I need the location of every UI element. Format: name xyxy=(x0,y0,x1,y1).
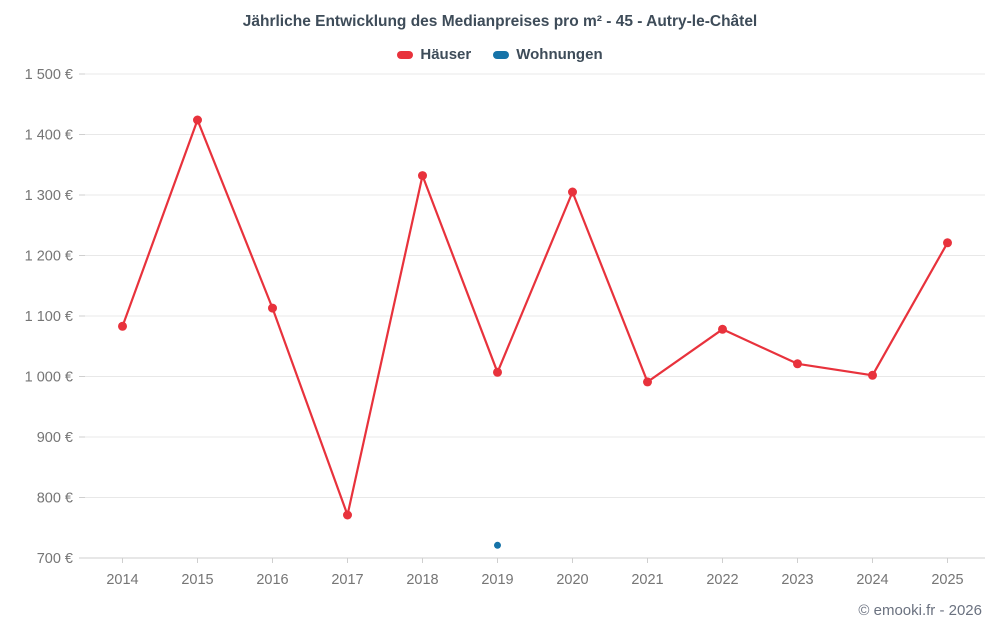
legend-label: Wohnungen xyxy=(516,46,603,63)
legend: Häuser Wohnungen xyxy=(0,46,1000,63)
x-axis-label: 2018 xyxy=(406,572,438,588)
y-axis-label: 900 € xyxy=(37,430,73,446)
data-point[interactable] xyxy=(193,115,202,125)
x-axis-label: 2017 xyxy=(331,572,363,588)
data-point[interactable] xyxy=(943,238,952,248)
x-axis-label: 2024 xyxy=(856,572,888,588)
series-line-0 xyxy=(121,118,949,517)
chart-title: Jährliche Entwicklung des Medianpreises … xyxy=(242,13,758,30)
data-point[interactable] xyxy=(118,321,127,331)
x-axis-label: 2020 xyxy=(556,572,588,588)
data-point[interactable] xyxy=(868,370,877,380)
x-axis-label: 2025 xyxy=(931,572,963,588)
legend-item-0[interactable]: Häuser xyxy=(397,46,471,63)
legend-swatch xyxy=(397,50,414,59)
data-point[interactable] xyxy=(643,377,652,387)
data-point[interactable] xyxy=(343,510,352,520)
x-axis-label: 2019 xyxy=(481,572,513,588)
x-axis-label: 2022 xyxy=(706,572,738,588)
x-axis-label: 2016 xyxy=(256,572,288,588)
data-point[interactable] xyxy=(418,171,427,181)
data-point[interactable] xyxy=(268,303,277,313)
data-point[interactable] xyxy=(718,324,727,334)
y-axis-label: 1 300 € xyxy=(25,188,73,204)
y-axis-label: 1 400 € xyxy=(25,128,73,144)
x-axis-label: 2014 xyxy=(106,572,138,588)
legend-swatch xyxy=(493,50,510,59)
footer-credit: © emooki.fr - 2026 xyxy=(858,602,982,619)
data-point[interactable] xyxy=(568,187,577,197)
x-axis-label: 2023 xyxy=(781,572,813,588)
legend-item-1[interactable]: Wohnungen xyxy=(493,46,603,63)
data-point[interactable] xyxy=(493,367,502,377)
data-point[interactable] xyxy=(793,359,802,369)
y-axis-label: 1 000 € xyxy=(25,370,73,386)
y-axis-label: 1 500 € xyxy=(25,67,73,83)
x-axis-label: 2021 xyxy=(631,572,663,588)
x-axis-label: 2015 xyxy=(181,572,213,588)
y-axis-label: 1 200 € xyxy=(25,249,73,265)
data-point[interactable] xyxy=(494,541,501,549)
legend-label: Häuser xyxy=(420,46,472,63)
y-axis-label: 700 € xyxy=(37,551,73,567)
y-axis-label: 800 € xyxy=(37,491,73,507)
y-axis-label: 1 100 € xyxy=(25,309,73,325)
